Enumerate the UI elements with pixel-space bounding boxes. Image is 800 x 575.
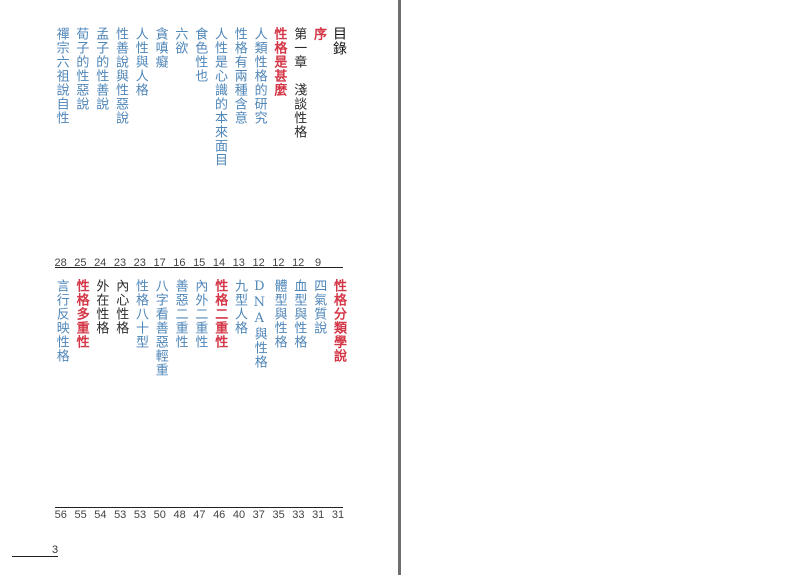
toc-page-number: 25	[74, 257, 87, 269]
toc-page-number: 31	[312, 509, 325, 521]
page-number: 3	[52, 544, 59, 556]
toc-entry: 荀子的性惡說	[73, 27, 89, 111]
toc-entry: 序	[311, 27, 326, 41]
toc-page-number: 13	[232, 257, 245, 269]
toc-entry: 性格分類學說	[331, 279, 346, 363]
footer-rule	[12, 556, 58, 557]
toc-page-number: 12	[252, 257, 265, 269]
toc-entry: 外在性格	[93, 279, 109, 335]
toc-entry: 言行反映性格	[53, 279, 69, 363]
upper-divider	[55, 267, 343, 268]
toc-entry: 性格二重性	[212, 279, 228, 349]
toc-entry: 人性是心識的本來面目	[212, 27, 227, 167]
toc-page-number: 16	[173, 257, 186, 269]
toc-entry: 貪嗔癡	[152, 27, 168, 69]
toc-entry: 禪宗六祖說自性	[53, 27, 69, 125]
toc-entry: 六欲	[172, 27, 188, 55]
toc-page-number: 28	[54, 257, 67, 269]
toc-page-number: 48	[173, 509, 186, 521]
toc-entry: 八字看善惡輕重	[152, 279, 168, 377]
toc-entry: 食色性也	[192, 27, 208, 83]
toc-entry: 性格有兩種含意	[231, 27, 247, 125]
toc-page-number: 15	[193, 257, 206, 269]
toc-entry: 人性與人格	[132, 27, 148, 97]
toc-title: 目錄	[331, 26, 347, 56]
toc-page-number: 56	[54, 509, 67, 521]
toc-entry: 九型人格	[232, 279, 247, 335]
toc-entry: 性格是甚麼	[271, 27, 287, 97]
toc-entry: 內外二重性	[192, 279, 208, 349]
toc-page-number: 9	[314, 257, 322, 269]
toc-entry: 善惡二重性	[172, 279, 188, 349]
toc-page-number: 53	[133, 509, 147, 521]
toc-entry: 血型與性格	[291, 279, 307, 349]
toc-page-number: 46	[213, 509, 226, 521]
toc-page-number: 35	[272, 509, 285, 521]
toc-page-number: 50	[153, 509, 166, 521]
toc-entry: 體型與性格	[271, 279, 287, 349]
toc-page-number: 17	[153, 257, 166, 269]
toc-page-number: 24	[94, 257, 107, 269]
toc-page-number: 54	[94, 509, 107, 521]
book-spine	[398, 0, 401, 575]
toc-page-number: 23	[113, 257, 127, 269]
toc-page-number: 40	[232, 509, 246, 521]
toc-entry: 性格多重性	[73, 279, 89, 349]
toc-entry: 孟子的性善說	[93, 27, 109, 111]
toc-page-number: 33	[292, 509, 305, 521]
toc-entry: 第一章 淺談性格	[291, 27, 307, 139]
toc-page-number: 31	[331, 509, 345, 521]
toc-entry: 四氣質說	[311, 279, 327, 335]
toc-entry: 性善說與性惡說	[113, 27, 128, 125]
toc-page-number: 14	[212, 257, 226, 269]
toc-page-number: 47	[193, 509, 206, 521]
toc-page-number: 12	[292, 257, 305, 269]
toc-page-number: 23	[133, 257, 146, 269]
toc-entry: 性格八十型	[133, 279, 148, 349]
lower-divider	[55, 507, 343, 508]
toc-page-number: 53	[114, 509, 127, 521]
toc-page-number: 12	[272, 257, 285, 269]
toc-entry: DNA與性格	[251, 279, 267, 369]
toc-page-number: 55	[74, 509, 87, 521]
toc-page-number: 37	[252, 509, 265, 521]
toc-entry: 內心性格	[113, 279, 129, 335]
toc-entry: 人類性格的研究	[251, 27, 267, 125]
